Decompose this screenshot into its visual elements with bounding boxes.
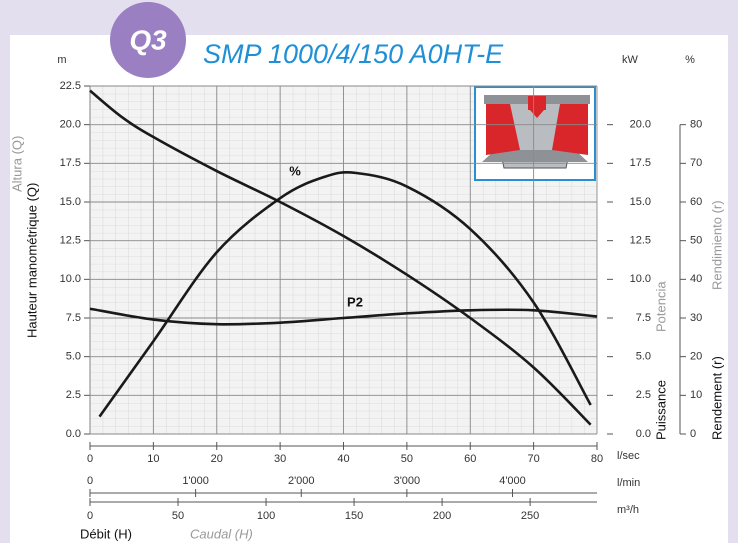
y-tick-label: 17.5: [60, 157, 81, 169]
y2-tick-label: 20.0: [630, 119, 651, 131]
y-tick-label: 10.0: [60, 273, 81, 285]
x2-tick-label: 4'000: [499, 475, 526, 487]
y2-tick-label: 5.0: [636, 351, 651, 363]
x3-tick-label: 250: [521, 510, 539, 522]
y-tick-label: 7.5: [66, 312, 81, 324]
y2-tick-label: 2.5: [636, 389, 651, 401]
y-tick-label: 5.0: [66, 351, 81, 363]
x3-tick-label: 0: [87, 510, 93, 522]
y-tick-label: 15.0: [60, 196, 81, 208]
x-axis-title: Débit (H): [80, 526, 132, 541]
y-tick-label: 2.5: [66, 389, 81, 401]
y3-tick-label: 80: [690, 119, 702, 131]
y-tick-label: 20.0: [60, 119, 81, 131]
badge-text: Q3: [129, 24, 167, 55]
x-tick-label: 50: [401, 453, 413, 465]
y3-tick-label: 70: [690, 157, 702, 169]
series-label: %: [289, 163, 301, 178]
y2-axis-title-alt: Potencia: [653, 281, 668, 332]
y3-axis-title: Rendement (r): [709, 356, 724, 440]
x-tick-label: 30: [274, 453, 286, 465]
curve: [89, 307, 598, 326]
x-tick-label: 80: [591, 453, 603, 465]
y3-tick-label: 60: [690, 196, 702, 208]
y3-unit: %: [685, 54, 695, 66]
series-label: P2: [347, 294, 363, 309]
x3-tick-label: 200: [433, 510, 451, 522]
y-axis-title-alt: Altura (Q): [9, 136, 24, 192]
x-tick-label: 60: [464, 453, 476, 465]
x-tick-label: 20: [211, 453, 223, 465]
y2-unit: kW: [622, 54, 639, 66]
y3-tick-label: 0: [690, 428, 696, 440]
curve: [98, 171, 592, 418]
x-axis-title-alt: Caudal (H): [190, 526, 253, 541]
x-unit: l/sec: [617, 450, 640, 462]
pump-inset: [474, 86, 596, 181]
x2-tick-label: 2'000: [288, 475, 315, 487]
y2-axis-title: Puissance: [653, 380, 668, 440]
x3-tick-label: 150: [345, 510, 363, 522]
y2-tick-label: 15.0: [630, 196, 651, 208]
chart-title: SMP 1000/4/150 A0HT-E: [203, 39, 504, 69]
y-axis-title: Hauteur manométrique (Q): [24, 183, 39, 338]
y-unit: m: [57, 54, 66, 66]
x2-tick-label: 0: [87, 475, 93, 487]
curve: [89, 89, 592, 426]
x-tick-label: 40: [337, 453, 349, 465]
y3-tick-label: 30: [690, 312, 702, 324]
y3-axis-title-alt: Rendimiento (r): [709, 200, 724, 290]
badge: [110, 2, 186, 78]
y2-tick-label: 12.5: [630, 235, 651, 247]
x3-unit: m³/h: [617, 504, 639, 516]
x2-unit: l/min: [617, 477, 640, 489]
x-tick-label: 10: [147, 453, 159, 465]
x2-tick-label: 1'000: [182, 475, 209, 487]
y-tick-label: 0.0: [66, 428, 81, 440]
y-tick-label: 22.5: [60, 80, 81, 92]
x2-tick-label: 3'000: [394, 475, 421, 487]
y3-tick-label: 40: [690, 273, 702, 285]
y-tick-label: 12.5: [60, 235, 81, 247]
y3-tick-label: 10: [690, 389, 702, 401]
x-tick-label: 70: [528, 453, 540, 465]
y2-tick-label: 10.0: [630, 273, 651, 285]
y3-tick-label: 20: [690, 351, 702, 363]
y2-tick-label: 7.5: [636, 312, 651, 324]
x-tick-label: 0: [87, 453, 93, 465]
x3-tick-label: 50: [172, 510, 184, 522]
y2-tick-label: 17.5: [630, 157, 651, 169]
y2-tick-label: 0.0: [636, 428, 651, 440]
x3-tick-label: 100: [257, 510, 275, 522]
y3-tick-label: 50: [690, 235, 702, 247]
